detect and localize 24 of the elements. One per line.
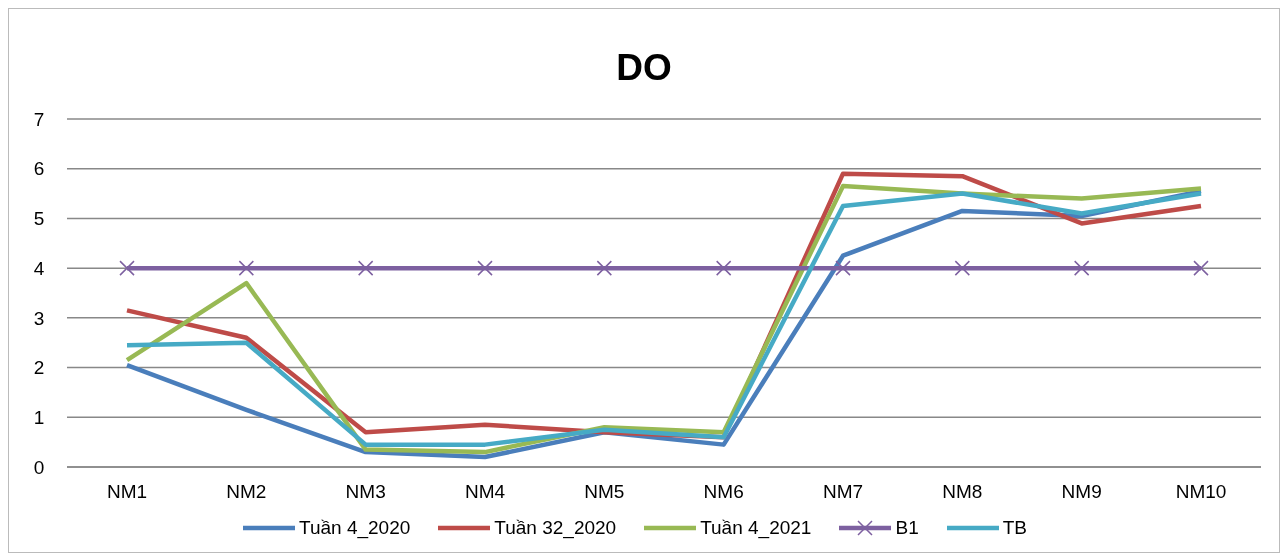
y-tick-label: 2 (33, 357, 45, 379)
legend-label: Tuần 32_2020 (494, 517, 617, 539)
legend-label: Tuần 4_2020 (299, 517, 411, 539)
x-tick-label: NM3 (345, 481, 386, 503)
x-tick-label: NM9 (1061, 481, 1102, 503)
legend-label: Tuần 4_2021 (700, 517, 812, 539)
x-tick-label: NM6 (703, 481, 744, 503)
x-tick-label: NM7 (822, 481, 864, 503)
legend-label: B1 (895, 517, 919, 539)
y-tick-label: 5 (33, 208, 45, 230)
x-tick-label: NM10 (1175, 481, 1227, 503)
legend-label: TB (1002, 517, 1027, 539)
y-tick-label: 6 (33, 158, 45, 180)
y-tick-label: 1 (33, 407, 45, 429)
chart-title: DO (615, 46, 673, 90)
y-tick-label: 4 (33, 257, 45, 279)
x-tick-label: NM2 (226, 481, 267, 503)
y-tick-label: 7 (33, 108, 45, 130)
y-tick-label: 3 (33, 307, 45, 329)
x-tick-label: NM1 (106, 481, 148, 503)
y-tick-label: 0 (33, 456, 45, 478)
x-tick-label: NM8 (942, 481, 983, 503)
x-tick-label: NM5 (584, 481, 625, 503)
x-tick-label: NM4 (464, 481, 506, 503)
